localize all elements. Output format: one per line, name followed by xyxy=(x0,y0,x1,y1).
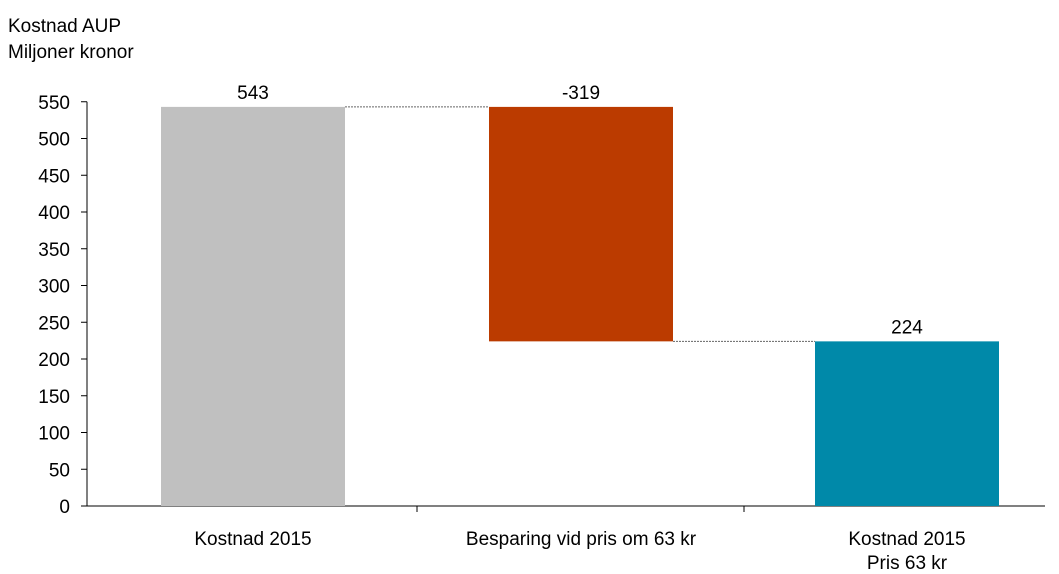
data-label: -319 xyxy=(562,83,600,104)
y-tick-label: 200 xyxy=(38,350,70,371)
bar-3 xyxy=(815,341,999,506)
y-tick-label: 50 xyxy=(49,460,70,481)
x-category-label: Pris 63 kr xyxy=(867,553,948,574)
bar-1 xyxy=(161,106,345,507)
y-tick-label: 150 xyxy=(38,387,70,408)
y-axis-title: Kostnad AUP Miljoner kronor xyxy=(8,14,134,66)
x-category-label: Kostnad 2015 xyxy=(848,529,965,550)
y-tick-label: 500 xyxy=(38,130,70,151)
y-tick-label: 0 xyxy=(59,497,70,518)
data-label: 224 xyxy=(891,317,923,338)
y-tick-label: 300 xyxy=(38,277,70,298)
y-tick-label: 100 xyxy=(38,424,70,445)
y-tick-label: 450 xyxy=(38,166,70,187)
data-label: 543 xyxy=(237,83,269,104)
y-tick-label: 350 xyxy=(38,240,70,261)
y-axis-title-line-2: Miljoner kronor xyxy=(8,42,134,63)
x-category-label: Besparing vid pris om 63 kr xyxy=(466,529,697,550)
y-axis-title-line-1: Kostnad AUP xyxy=(8,16,122,37)
bar-2 xyxy=(489,106,673,342)
y-tick-label: 400 xyxy=(38,203,70,224)
y-tick-label: 250 xyxy=(38,313,70,334)
y-tick-label: 550 xyxy=(38,93,70,114)
x-category-label: Kostnad 2015 xyxy=(194,529,311,550)
